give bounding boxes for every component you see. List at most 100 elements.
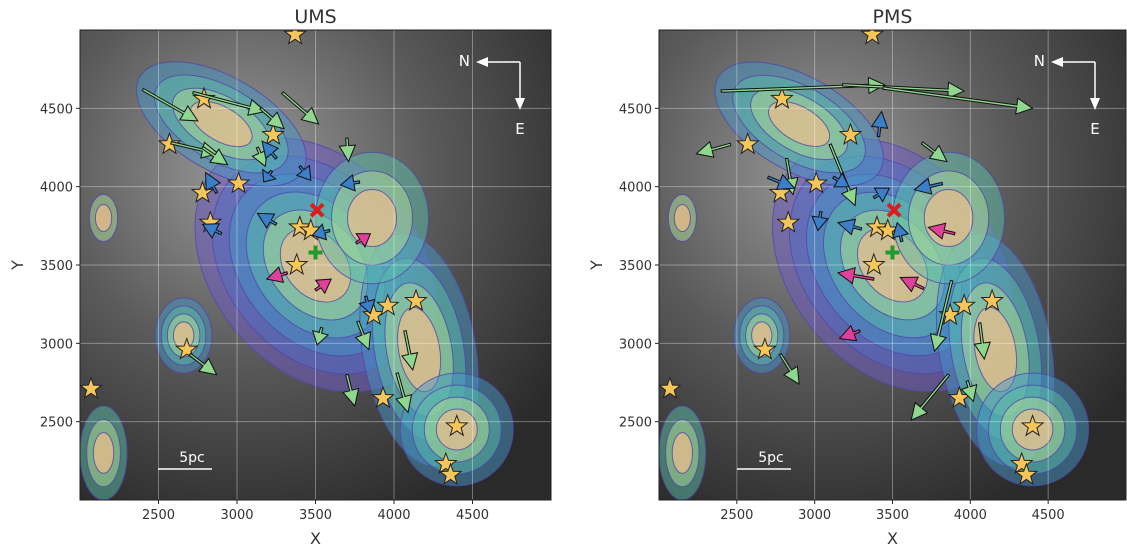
y-tick-label: 4500 [619, 102, 652, 117]
motion-arrow [836, 266, 875, 285]
y-tick-label: 2500 [619, 416, 652, 431]
motion-arrow [339, 174, 361, 192]
density-contour [94, 203, 113, 233]
plot-area: 5pc N E [80, 30, 551, 500]
cluster-star [433, 451, 458, 475]
motion-arrow [265, 266, 289, 284]
cluster-star [298, 218, 323, 241]
density-contour [347, 188, 398, 248]
center-plus [308, 245, 323, 260]
cluster-star [190, 180, 215, 204]
cluster-star [444, 413, 469, 437]
x-axis-label: X [310, 529, 321, 548]
y-tick-label: 3500 [619, 259, 652, 274]
cluster-star [838, 122, 863, 146]
cluster-star [192, 86, 216, 110]
motion-arrow [201, 145, 229, 166]
motion-arrow [891, 221, 910, 243]
motion-arrow [872, 187, 891, 203]
panel: 5pc N E 2500 3000 3500 4000 4500 2500 3000 3500 400… [587, 6, 1127, 548]
compass-head [515, 98, 525, 110]
motion-arrow [262, 168, 277, 183]
cluster-star [375, 293, 400, 316]
motion-arrow [920, 141, 948, 163]
motion-arrow [358, 295, 376, 315]
motion-arrow [781, 157, 799, 196]
x-tick-label: 3500 [299, 508, 332, 523]
density-contour [92, 432, 115, 474]
density-contour [768, 101, 831, 147]
motion-arrow [778, 353, 800, 386]
motion-arrow [870, 110, 889, 138]
motion-arrow [766, 173, 796, 191]
motion-arrow [811, 210, 829, 232]
y-tick-label: 3500 [40, 259, 73, 274]
cluster-star [804, 171, 829, 194]
cluster-star [157, 131, 182, 155]
scale-bar-label: 5pc [179, 450, 205, 466]
y-tick-label: 2500 [40, 416, 73, 431]
compass-label: N [1034, 52, 1045, 70]
chart-title: UMS [294, 6, 336, 28]
motion-arrow [836, 218, 863, 236]
motion-arrow [205, 171, 222, 195]
cluster-star [1020, 413, 1045, 437]
motion-arrow [342, 373, 360, 408]
motion-arrow [338, 137, 357, 163]
motion-arrow [311, 223, 331, 241]
motion-arrow [910, 373, 951, 421]
panel: 5pc N E 2500 3000 3500 4000 4500 2500 3000 3500 400… [8, 6, 552, 548]
motion-arrow [929, 279, 954, 353]
cluster-star [1009, 451, 1034, 475]
y-tick-label: 4500 [40, 102, 73, 117]
compass [1061, 61, 1096, 100]
plot-area: 5pc N E [659, 30, 1126, 500]
cluster-star [862, 252, 886, 276]
motion-arrow [314, 278, 332, 295]
cluster-star [860, 30, 885, 45]
motion-arrow [355, 233, 372, 248]
center-cross [886, 202, 902, 218]
motion-arrow [256, 212, 278, 229]
density-contour [172, 321, 195, 350]
y-tick-label: 4000 [619, 181, 652, 196]
compass-head [1090, 98, 1100, 110]
center-cross [309, 202, 325, 218]
cluster-star [865, 214, 889, 238]
y-axis-label: Y [8, 260, 27, 271]
compass-label: E [515, 120, 524, 138]
scale-bar-label: 5pc [758, 450, 784, 466]
cluster-star [261, 122, 285, 146]
x-tick-label: 4000 [954, 508, 987, 523]
cluster-star [284, 252, 309, 276]
motion-arrow [973, 322, 991, 361]
x-tick-label: 3000 [220, 508, 253, 523]
cluster-star [768, 180, 793, 203]
motion-arrow [354, 320, 372, 351]
motion-arrow [882, 86, 1034, 115]
cluster-star [735, 131, 760, 155]
compass-label: N [459, 52, 470, 70]
compass-label: E [1090, 120, 1099, 138]
compass-head [476, 57, 488, 67]
cluster-star [1014, 462, 1039, 485]
density-contour [190, 100, 253, 148]
density-contour [751, 321, 773, 350]
motion-arrow [838, 324, 861, 342]
compass [486, 61, 521, 100]
motion-arrow [280, 91, 320, 125]
y-tick-label: 4000 [40, 181, 73, 196]
x-tick-label: 3500 [876, 508, 909, 523]
cluster-star [659, 376, 682, 399]
cluster-star [361, 302, 386, 326]
motion-arrow [201, 223, 223, 239]
cluster-star [438, 462, 463, 485]
cluster-star [776, 210, 801, 233]
motion-arrow [395, 372, 413, 414]
cluster-star [371, 385, 395, 409]
cluster-star [770, 86, 794, 109]
motion-arrow [192, 90, 267, 116]
cluster-star [283, 30, 308, 45]
density-contour [671, 432, 693, 474]
